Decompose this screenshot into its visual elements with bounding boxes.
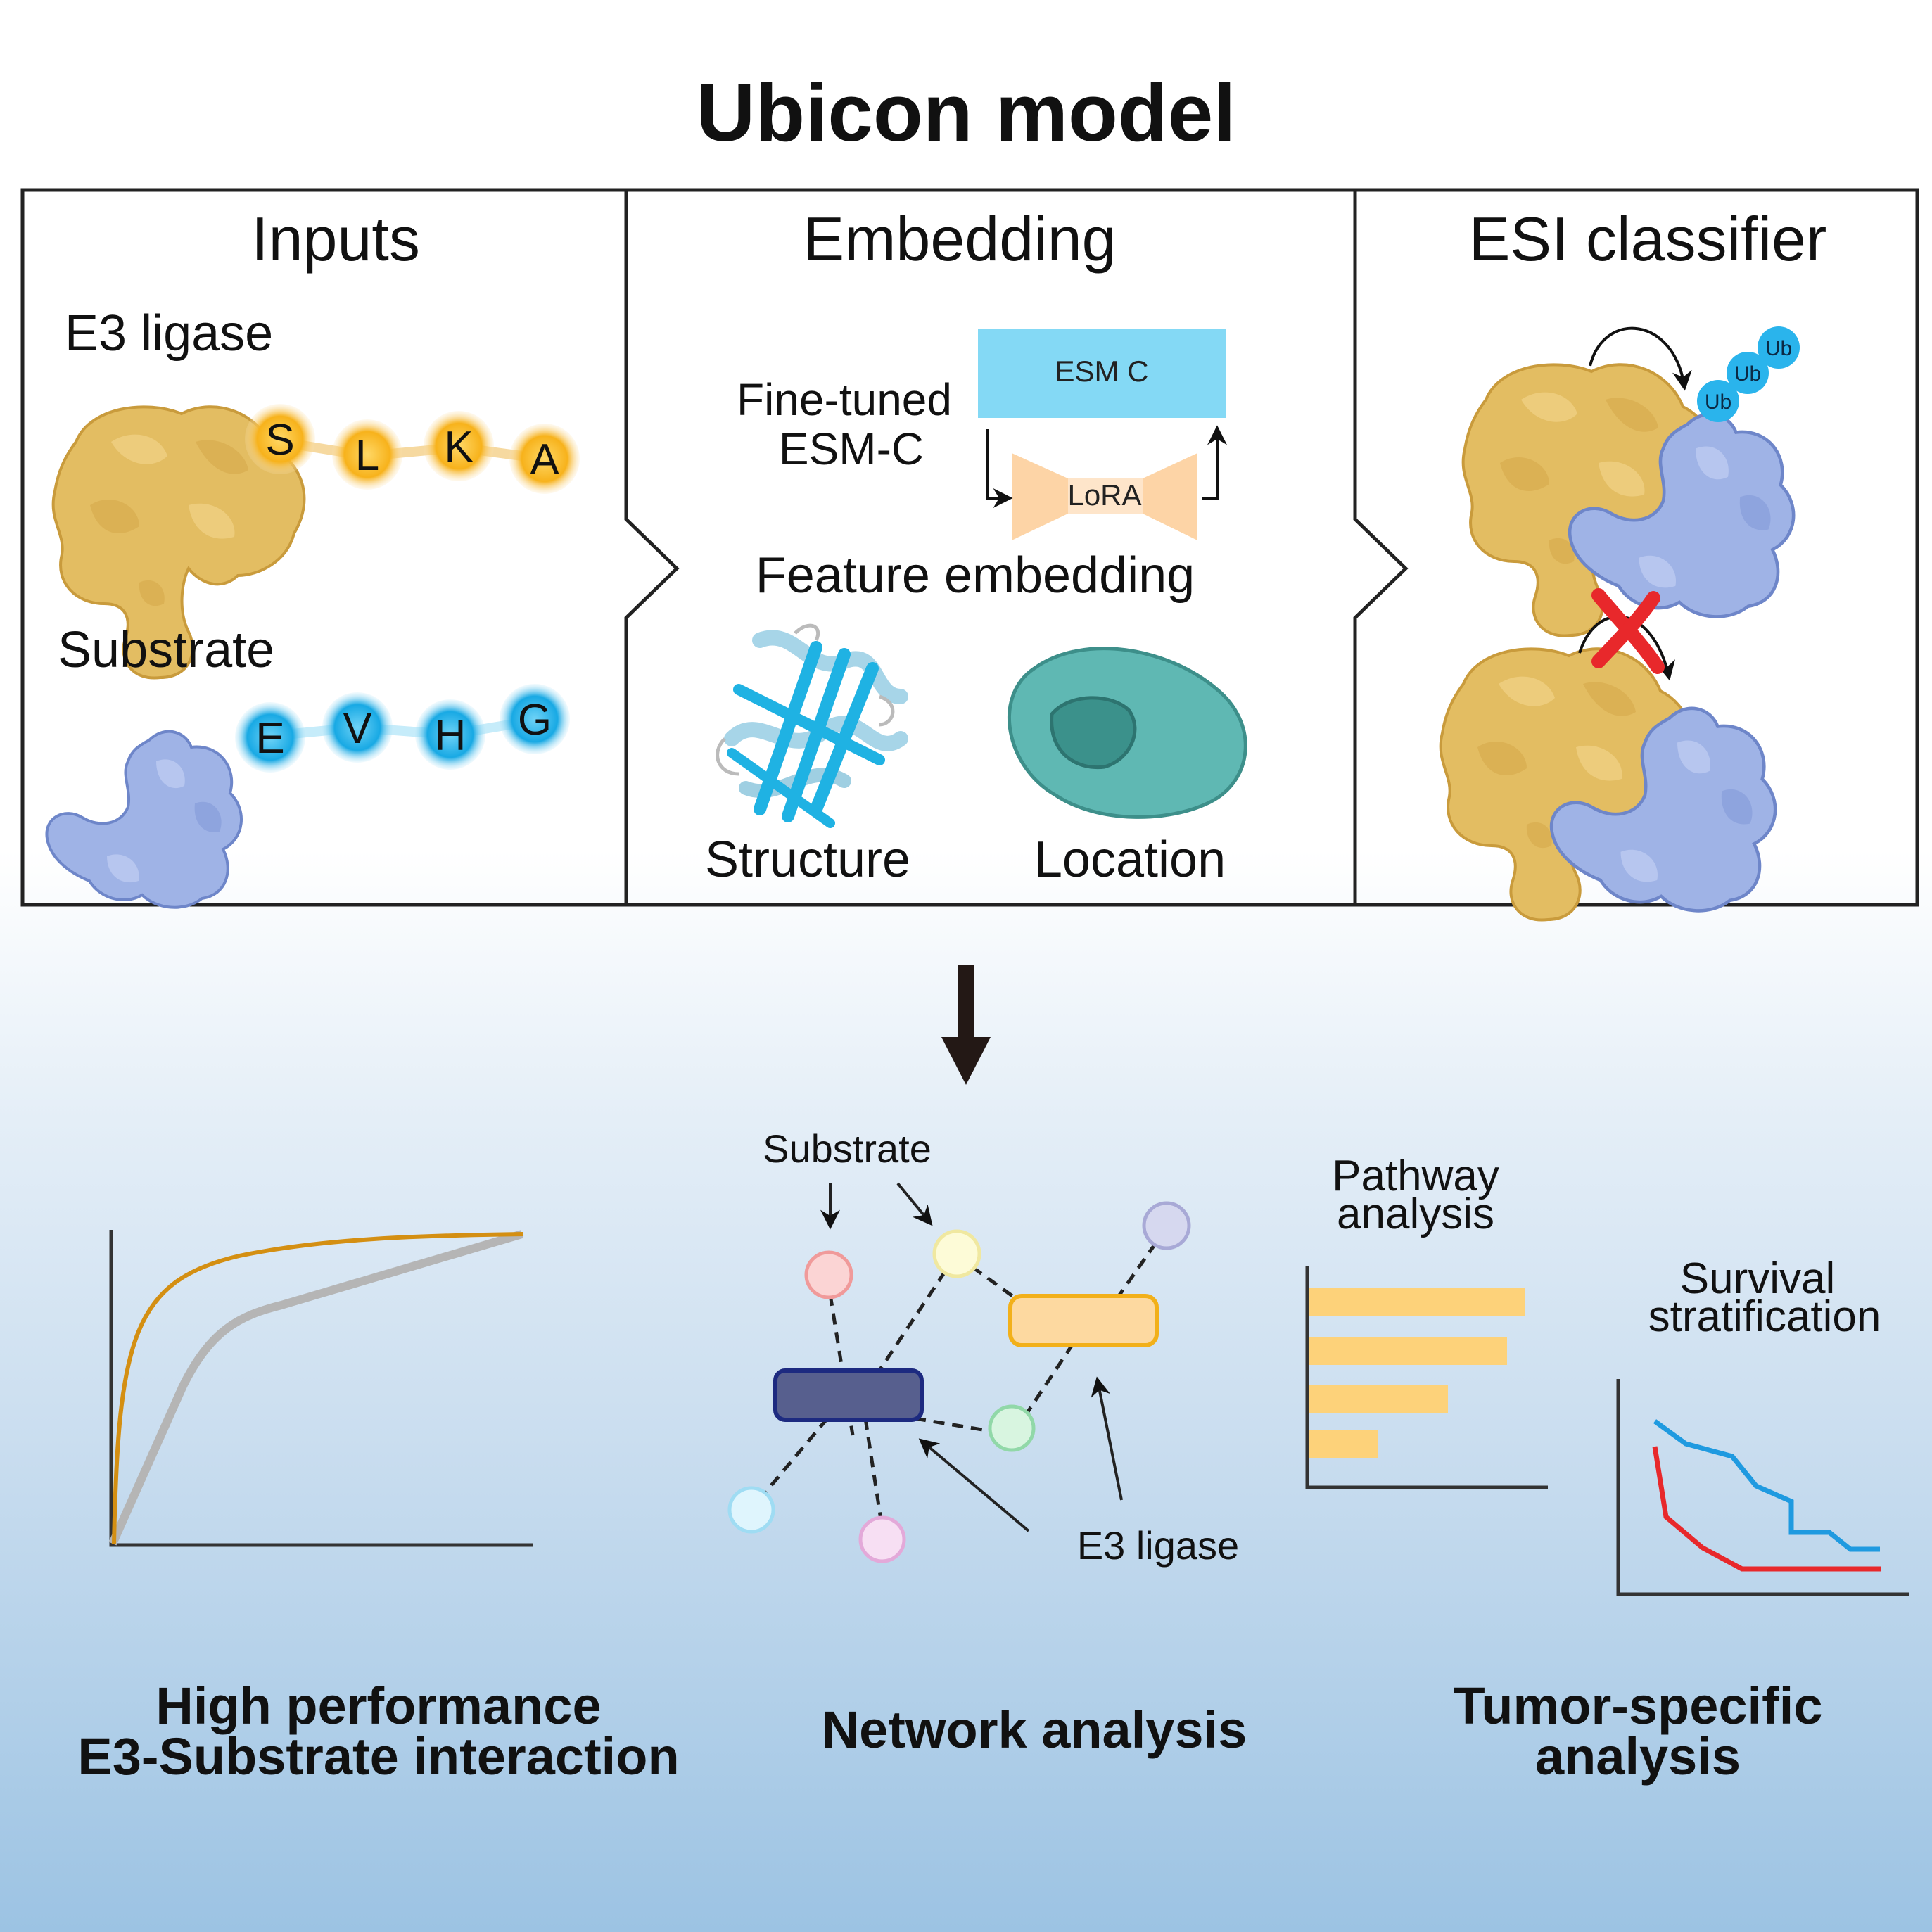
pathway-bar <box>1309 1288 1525 1316</box>
survival-plot <box>1616 1379 1909 1596</box>
substrate-residue: G <box>500 684 570 754</box>
network-graph: Substrate E3 ligase <box>727 1126 1239 1568</box>
esm-c-box <box>978 329 1226 418</box>
e3-pointer <box>1091 1376 1123 1501</box>
e3-residue: S <box>245 404 315 474</box>
survival-label-line2: stratification <box>1648 1292 1881 1341</box>
pathway-label-line2: analysis <box>1337 1190 1494 1238</box>
feature-embedding-label: Feature embedding <box>756 547 1195 604</box>
network-substrate-label: Substrate <box>763 1126 932 1171</box>
lora-label: LoRA <box>1067 478 1141 511</box>
svg-text:H: H <box>435 711 466 760</box>
location-label: Location <box>1034 832 1226 888</box>
esm-c-label: ESM C <box>1055 355 1148 388</box>
finetuned-label-line2: ESM-C <box>779 424 924 474</box>
svg-text:A: A <box>530 436 559 484</box>
lora-shape <box>1012 453 1197 540</box>
cross-icon <box>1591 588 1665 674</box>
performance-caption-line1: High performance <box>155 1677 601 1735</box>
inputs-heading: Inputs <box>251 204 420 274</box>
network-node <box>988 1404 1036 1452</box>
pathway-bar-chart <box>1305 1266 1548 1489</box>
classifier-panel: ESI classifier Ub Ub Ub <box>1439 204 1827 922</box>
substrate-label: Substrate <box>58 622 274 678</box>
lora-bridge <box>1067 478 1144 514</box>
survival-curve-low <box>1652 1446 1881 1572</box>
svg-text:L: L <box>355 431 379 480</box>
down-arrow-icon <box>941 965 991 1085</box>
roc-model-curve <box>112 1232 524 1544</box>
e3-pointer <box>918 1438 1030 1532</box>
performance-caption-line2: E3-Substrate interaction <box>77 1727 679 1786</box>
svg-text:S: S <box>265 416 294 464</box>
e3-ligase-label: E3 ligase <box>65 305 273 362</box>
pathway-label-line1: Pathway <box>1332 1152 1499 1200</box>
lora-out-arrow <box>1202 425 1227 500</box>
tumor-caption-line1: Tumor-specific <box>1454 1677 1823 1735</box>
svg-text:K: K <box>444 423 473 471</box>
ub-label: Ub <box>1705 390 1731 414</box>
network-node <box>932 1229 981 1278</box>
pathway-bar <box>1309 1385 1448 1413</box>
network-caption: Network analysis <box>822 1701 1247 1759</box>
roc-baseline-curve <box>108 1230 523 1546</box>
substrate-protein-icon <box>45 730 243 909</box>
roc-axes <box>109 1230 533 1547</box>
inputs-panel: Inputs E3 ligase S L K A Substrate E V H… <box>45 204 580 909</box>
svg-text:G: G <box>518 696 552 744</box>
substrate-residue: H <box>415 699 485 770</box>
panel-frame <box>20 188 1919 907</box>
tumor-caption-line2: analysis <box>1535 1727 1741 1786</box>
substrate-residue: E <box>235 702 305 773</box>
network-e3-node-light <box>1008 1294 1159 1347</box>
ub-label: Ub <box>1734 362 1761 386</box>
e3-residue: A <box>509 424 580 494</box>
protein-structure-icon <box>716 623 908 828</box>
structure-label: Structure <box>705 832 910 888</box>
svg-text:V: V <box>343 704 372 753</box>
network-node <box>804 1250 853 1299</box>
embedding-panel: Embedding Fine-tuned ESM-C ESM C LoRA Fe… <box>705 204 1247 888</box>
finetuned-label-line1: Fine-tuned <box>737 374 952 425</box>
substrate-residue-links <box>265 716 540 741</box>
network-node <box>858 1515 906 1563</box>
survival-label-line1: Survival <box>1680 1254 1836 1303</box>
cell-location-icon <box>1008 647 1247 819</box>
pathway-bar <box>1309 1337 1507 1365</box>
network-node <box>1142 1201 1191 1250</box>
embedding-heading: Embedding <box>803 204 1116 274</box>
survival-curve-high <box>1653 1419 1880 1552</box>
e3-residue: L <box>332 419 402 490</box>
e3-residue: K <box>424 411 494 481</box>
network-e3-node-dark <box>773 1368 924 1422</box>
substrate-residue: V <box>322 692 393 763</box>
survival-axes <box>1616 1379 1909 1596</box>
ubiquitin-chain-icon: Ub Ub Ub <box>1697 326 1800 422</box>
pathway-bar <box>1309 1430 1378 1458</box>
network-e3-label: E3 ligase <box>1077 1523 1239 1568</box>
ubiquitin-transfer-arrow <box>1589 326 1692 391</box>
classifier-heading: ESI classifier <box>1469 204 1827 274</box>
substrate-pointer <box>896 1182 933 1226</box>
network-node <box>727 1486 775 1534</box>
roc-plot <box>108 1230 533 1547</box>
ub-label: Ub <box>1765 337 1792 360</box>
lora-in-arrow <box>986 429 1013 508</box>
page-title: Ubicon model <box>697 67 1236 158</box>
e3-residue-links <box>275 437 548 464</box>
svg-text:E: E <box>255 714 284 763</box>
pathway-axes <box>1305 1266 1548 1489</box>
